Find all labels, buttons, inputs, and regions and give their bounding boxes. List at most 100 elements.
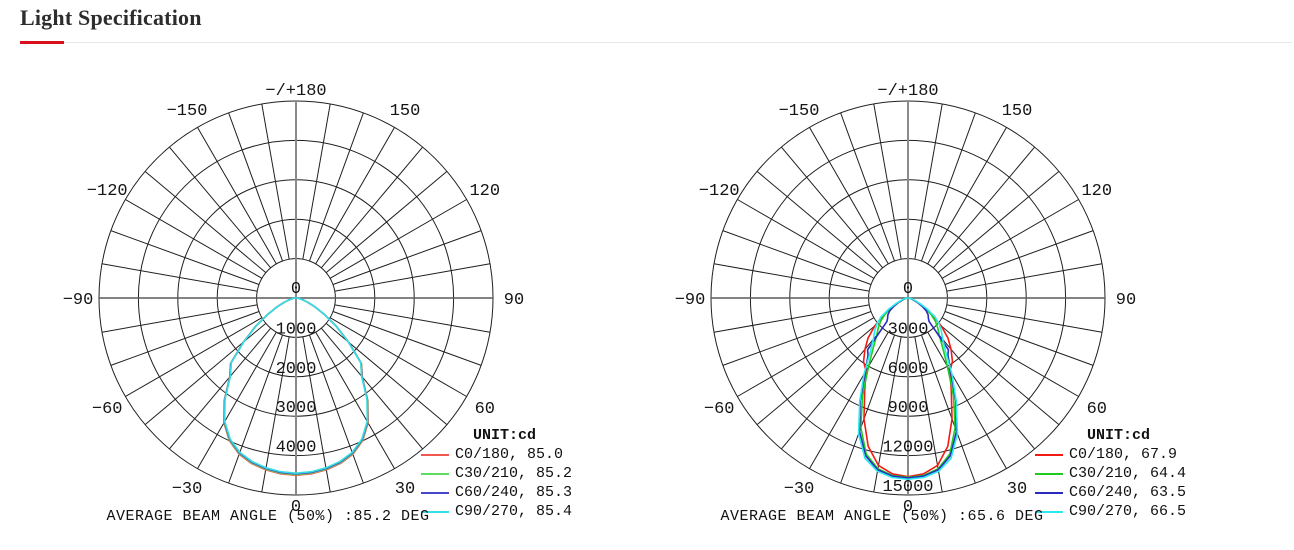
angle-label: −/+180 [877, 82, 938, 101]
grid-spoke [780, 327, 884, 450]
ring-value-label: 4000 [276, 439, 317, 458]
grid-spoke [325, 170, 448, 274]
legend-entry-label: C30/210, 85.2 [455, 465, 573, 482]
grid-spoke [713, 263, 870, 292]
grid-spoke [722, 230, 872, 285]
grid-spoke [946, 304, 1103, 333]
grid-spoke [325, 322, 448, 426]
grid-spoke [197, 127, 277, 265]
ring-value-label: 12000 [882, 439, 933, 458]
legend-entry-label: C0/180, 67.9 [1069, 446, 1178, 463]
angle-label: 0 [903, 498, 913, 517]
grid-spoke [125, 199, 263, 279]
angle-label: 60 [1087, 400, 1107, 419]
legend-swatch-icon [1035, 472, 1063, 475]
angle-label: −150 [779, 102, 820, 121]
angle-label: −90 [63, 291, 94, 310]
angle-label: 30 [1007, 480, 1027, 499]
legend-entry-label: C90/270, 66.5 [1069, 503, 1187, 520]
grid-spoke [228, 112, 283, 262]
angle-label: 90 [1116, 291, 1136, 310]
grid-spoke [944, 311, 1094, 366]
legend-entry: C0/180, 85.0 [421, 445, 611, 464]
grid-spoke [914, 103, 943, 260]
legend-entry-label: C90/270, 85.4 [455, 503, 573, 520]
title-rule-accent [20, 41, 64, 44]
grid-spoke [840, 112, 895, 262]
grid-spoke [261, 103, 290, 260]
angle-label: 150 [1002, 102, 1033, 121]
legend-entry: C90/270, 85.4 [421, 502, 611, 521]
grid-spoke [168, 146, 272, 269]
grid-spoke [320, 327, 424, 450]
grid-spoke [228, 334, 283, 484]
legend-entry: C30/210, 85.2 [421, 464, 611, 483]
legend-entry-label: C0/180, 85.0 [455, 446, 564, 463]
title-rule [20, 42, 1292, 43]
angle-label: −150 [167, 102, 208, 121]
legend-entry-label: C60/240, 63.5 [1069, 484, 1187, 501]
legend-entry-label: C60/240, 85.3 [455, 484, 573, 501]
legend-swatch-icon [421, 510, 449, 513]
grid-spoke [944, 230, 1094, 285]
legend-swatch-icon [1035, 491, 1063, 494]
grid-spoke [921, 334, 976, 484]
grid-spoke [756, 322, 879, 426]
grid-spoke [309, 334, 364, 484]
legend-title: UNIT:cd [1087, 427, 1151, 444]
legend-swatch-icon [1035, 510, 1063, 513]
legend-entry: C60/240, 63.5 [1035, 483, 1225, 502]
grid-spoke [937, 322, 1060, 426]
grid-spoke [332, 230, 482, 285]
grid-spoke [329, 317, 467, 397]
grid-spoke [334, 263, 491, 292]
grid-spoke [937, 170, 1060, 274]
grid-spoke [941, 199, 1079, 279]
ring-value-label: 1000 [276, 320, 317, 339]
grid-spoke [921, 112, 976, 262]
legend-entry: C60/240, 85.3 [421, 483, 611, 502]
angle-label: 60 [475, 400, 495, 419]
ring-value-label: 15000 [882, 478, 933, 497]
ring-value-label: 9000 [888, 399, 929, 418]
legend-swatch-icon [421, 491, 449, 494]
grid-spoke [927, 127, 1007, 265]
grid-spoke [737, 199, 875, 279]
grid-spoke [144, 170, 267, 274]
grid-spoke [329, 199, 467, 279]
grid-spoke [315, 127, 395, 265]
grid-spoke [809, 331, 889, 469]
grid-spoke [932, 146, 1036, 269]
grid-spoke [309, 112, 364, 262]
grid-spoke [125, 317, 263, 397]
angle-label: −120 [699, 182, 740, 201]
legend-entry: C30/210, 64.4 [1035, 464, 1225, 483]
ring-value-label: 3000 [888, 320, 929, 339]
beam-angle-note-right: AVERAGE BEAM ANGLE (50%) :65.6 DEG [720, 508, 1044, 525]
angle-label: 90 [504, 291, 524, 310]
curve-C90-270 [857, 297, 959, 481]
legend-entry: C90/270, 66.5 [1035, 502, 1225, 521]
grid-spoke [756, 170, 879, 274]
legend-swatch-icon [421, 472, 449, 475]
grid-spoke [941, 317, 1079, 397]
grid-spoke [722, 311, 872, 366]
angle-label: −90 [675, 291, 706, 310]
angle-label: −60 [92, 400, 123, 419]
angle-label: 30 [395, 480, 415, 499]
angle-label: −/+180 [265, 82, 326, 101]
polar-chart-left: −/+180 −150 150 −120 120 −90 90 −60 60 −30 30 0 1000… [63, 82, 525, 517]
legend-title: UNIT:cd [473, 427, 537, 444]
grid-spoke [932, 327, 1036, 450]
angle-label: −30 [784, 480, 815, 499]
legend-right: UNIT:cd C0/180, 67.9 C30/210, 64.4 C60/240,… [1035, 427, 1225, 521]
polar-chart-right: −/+180 −150 150 −120 120 −90 90 −60 60 −30 30 0 3000… [675, 82, 1137, 517]
grid-spoke [946, 263, 1103, 292]
angle-label: 0 [291, 498, 301, 517]
grid-spoke [809, 127, 889, 265]
angle-label: 120 [1081, 182, 1112, 201]
ring-value-label: 6000 [888, 360, 929, 379]
center-zero-label: 0 [903, 280, 913, 299]
ring-value-label: 2000 [276, 360, 317, 379]
